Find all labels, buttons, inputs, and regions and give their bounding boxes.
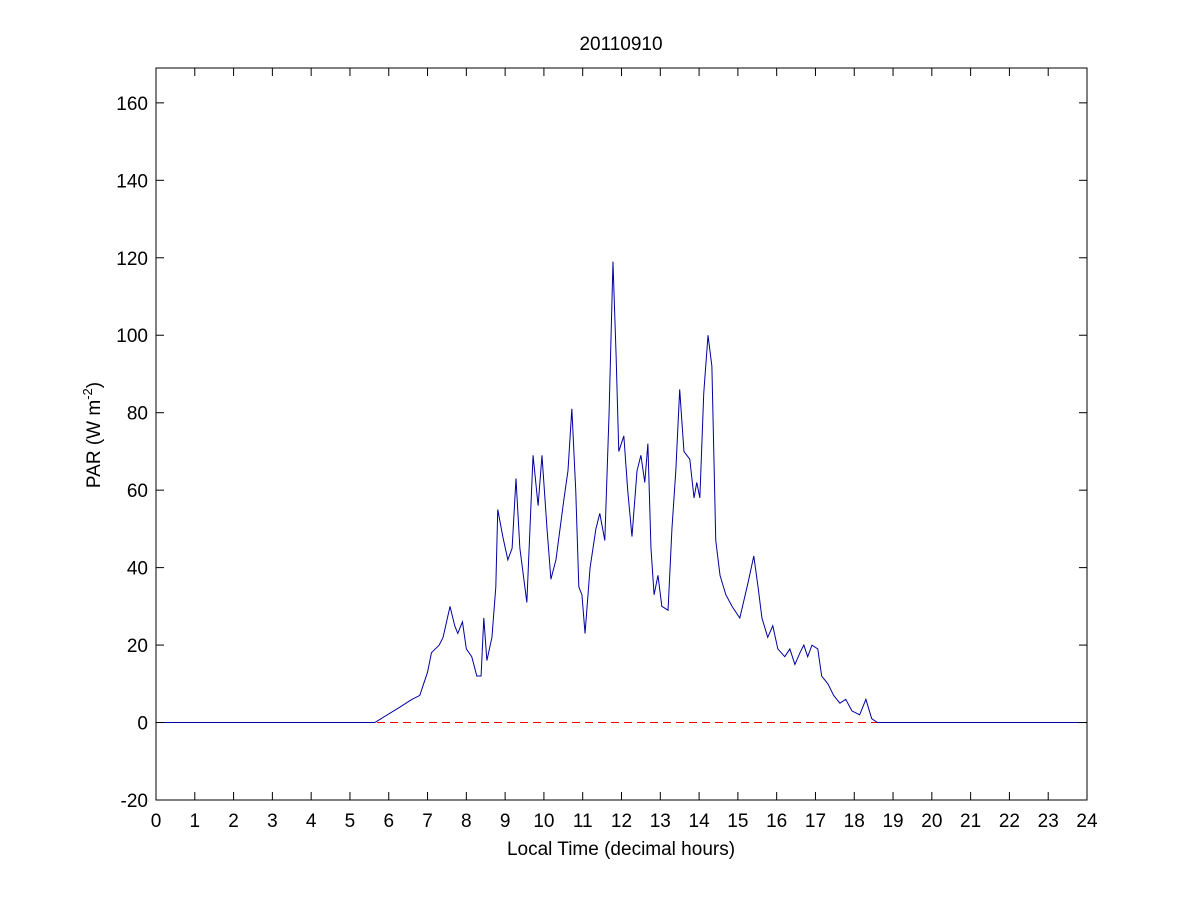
x-tick-label: 1 [190, 811, 201, 832]
x-axis-label: Local Time (decimal hours) [507, 839, 735, 860]
y-axis-label: PAR (W m-2) [80, 382, 105, 488]
x-tick-label: 18 [844, 811, 865, 832]
chart-title: 20110910 [579, 34, 662, 55]
y-tick-label: 160 [116, 94, 148, 115]
x-tick-label: 13 [650, 811, 671, 832]
x-tick-label: 16 [766, 811, 787, 832]
x-tick-label: 5 [345, 811, 356, 832]
y-tick-label: 140 [116, 171, 148, 192]
x-tick-label: 12 [611, 811, 632, 832]
y-tick-label: -20 [121, 791, 148, 812]
x-tick-label: 7 [422, 811, 433, 832]
x-tick-label: 4 [306, 811, 317, 832]
y-tick-label: 100 [116, 326, 148, 347]
x-tick-label: 14 [689, 811, 711, 832]
x-tick-label: 3 [267, 811, 278, 832]
x-tick-label: 8 [461, 811, 472, 832]
x-tick-label: 22 [999, 811, 1020, 832]
x-tick-label: 11 [573, 811, 593, 832]
y-axis-label-text: PAR (W m [84, 400, 105, 488]
y-tick-label: 60 [127, 481, 148, 502]
x-tick-label: 0 [151, 811, 162, 832]
y-tick-label: 40 [127, 559, 148, 580]
x-tick-label: 9 [500, 811, 511, 832]
y-tick-label: 0 [137, 714, 148, 735]
data-line [156, 261, 1087, 724]
x-tick-label: 20 [921, 811, 942, 832]
y-axis-label-sup: -2 [80, 388, 95, 400]
x-tick-label: 17 [805, 811, 826, 832]
x-tick-label: 10 [533, 811, 554, 832]
x-tick-label: 21 [960, 811, 981, 832]
x-tick-label: 19 [882, 811, 903, 832]
y-tick-label: 80 [127, 404, 148, 425]
x-tick-label: 23 [1038, 811, 1059, 832]
y-axis-label-suffix: ) [84, 382, 105, 388]
y-tick-label: 120 [116, 249, 148, 270]
x-tick-label: 15 [727, 811, 748, 832]
x-tick-label: 6 [383, 811, 394, 832]
x-tick-label: 2 [228, 811, 239, 832]
y-tick-label: 20 [127, 636, 148, 657]
x-tick-label: 24 [1076, 811, 1098, 832]
